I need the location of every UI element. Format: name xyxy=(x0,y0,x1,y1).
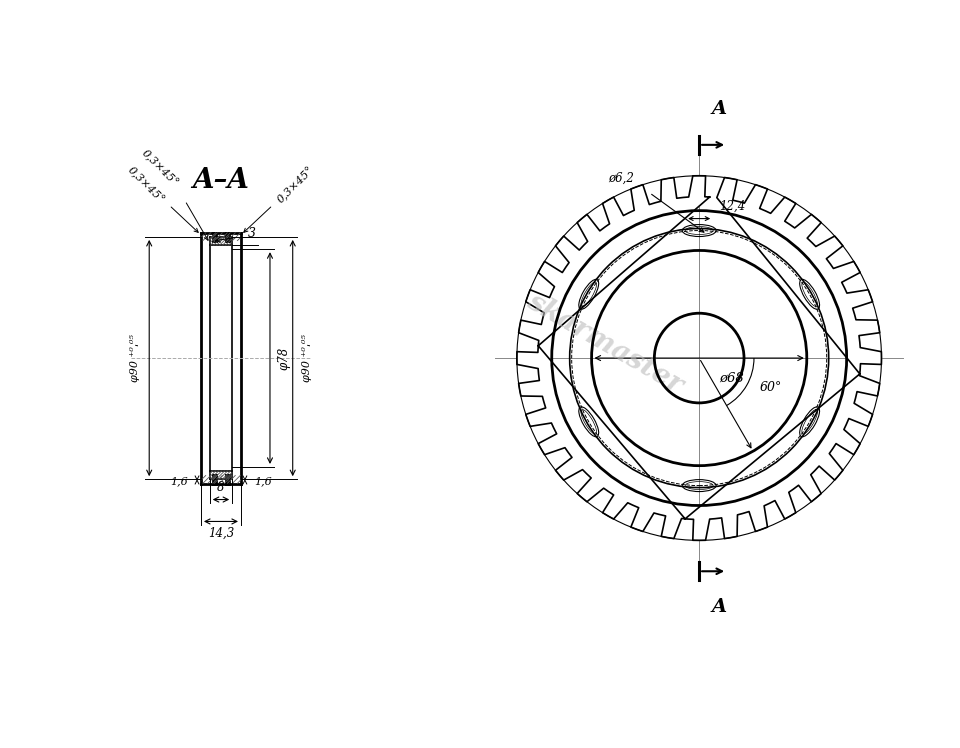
Text: ø6,2: ø6,2 xyxy=(609,172,635,186)
Text: 60°: 60° xyxy=(759,381,782,394)
Polygon shape xyxy=(516,176,881,540)
Text: 8: 8 xyxy=(217,481,225,494)
Text: 1,6: 1,6 xyxy=(254,476,272,486)
Text: A: A xyxy=(711,100,727,118)
Text: ø68: ø68 xyxy=(719,372,744,384)
Text: φ90 ⁺⁰ˌ⁰⁵: φ90 ⁺⁰ˌ⁰⁵ xyxy=(301,334,312,382)
Text: 1,6: 1,6 xyxy=(170,476,188,486)
Text: 12,4: 12,4 xyxy=(719,200,745,213)
Text: φ90 ⁺⁰ˌ⁰⁵: φ90 ⁺⁰ˌ⁰⁵ xyxy=(131,334,140,382)
Text: 0,3×45°: 0,3×45° xyxy=(126,165,167,206)
Text: skarmaster: skarmaster xyxy=(521,287,687,399)
Text: 14,3: 14,3 xyxy=(208,527,234,540)
Text: 0,3×45°: 0,3×45° xyxy=(139,147,180,188)
Text: A: A xyxy=(711,598,727,616)
Text: 3: 3 xyxy=(248,227,255,239)
Text: A–A: A–A xyxy=(193,168,250,194)
Text: 0,3×45°: 0,3×45° xyxy=(276,165,316,206)
Text: φ78: φ78 xyxy=(277,346,291,370)
